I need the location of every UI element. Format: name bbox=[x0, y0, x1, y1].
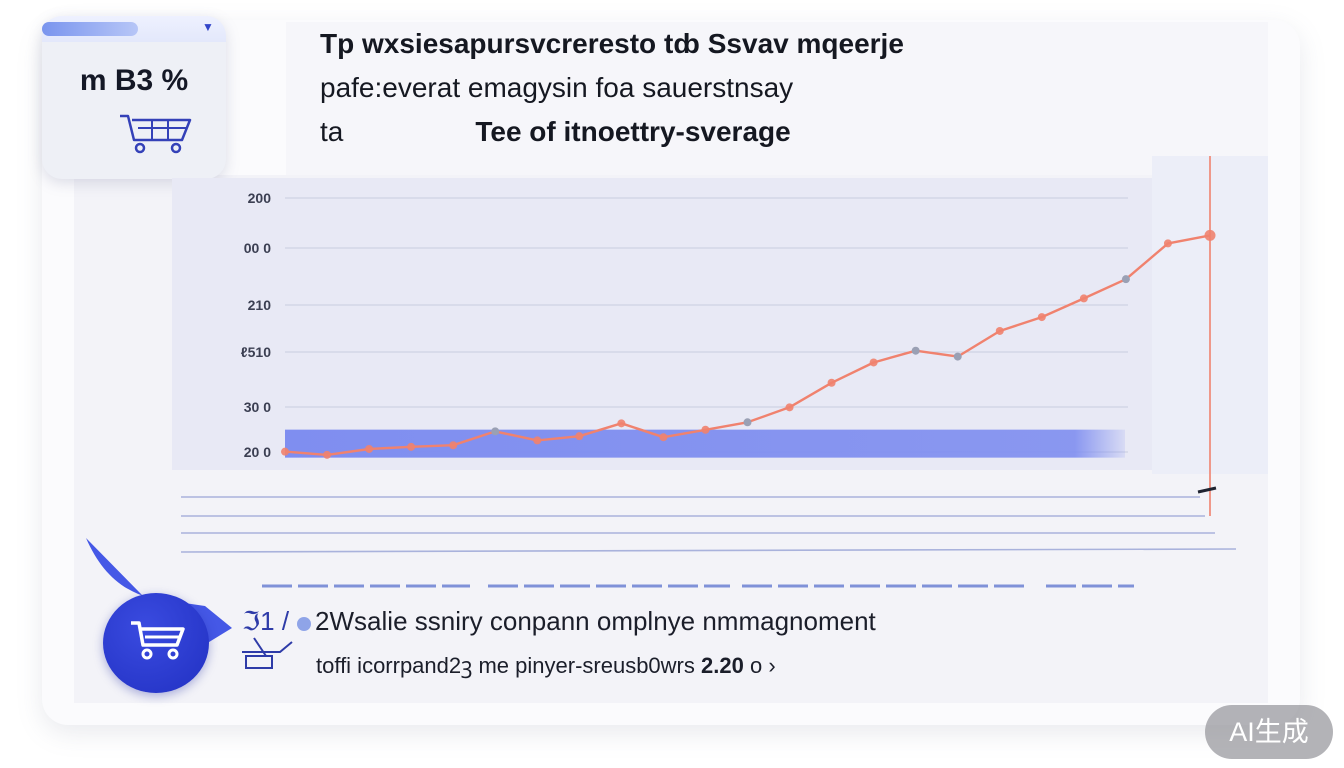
data-point bbox=[1079, 294, 1088, 303]
footer-prefix: ℑ1 / bbox=[242, 606, 290, 636]
y-tick-label: ℓ510 bbox=[241, 344, 271, 360]
data-point bbox=[701, 425, 710, 434]
y-tick-label: 20 0 bbox=[244, 444, 271, 460]
data-point bbox=[407, 442, 416, 451]
footer-headline: ℑ1 / 2Wsalie ssniry conpann omplnye nmmag… bbox=[242, 606, 876, 637]
cursor-marker bbox=[1197, 156, 1217, 516]
info-dot-icon bbox=[297, 617, 312, 631]
data-point bbox=[1121, 275, 1130, 284]
footer-headline-text: Wsalie ssniry conpann omplnye nmmagnomen… bbox=[329, 606, 876, 636]
y-tick-labels: 200 00 0 210 ℓ510 30 0 20 0 bbox=[241, 190, 271, 460]
y-tick-label: 30 0 bbox=[244, 399, 271, 415]
widget-label: m B3 % bbox=[79, 64, 189, 97]
cursor-cap bbox=[1197, 486, 1217, 494]
widget-header-bar: ▼ bbox=[42, 16, 226, 42]
footer-subline-text: toffi icorrpand2ꝫ me pinyer-sreusb0wrs bbox=[316, 653, 695, 678]
data-point bbox=[281, 447, 289, 456]
chart-title: Tp wxsiesapursvcreresto tȸ Ssvav mqeerje… bbox=[320, 22, 1100, 154]
title-line-3-right: Tee of itnoettry-sverage bbox=[475, 116, 791, 147]
title-panel bbox=[286, 22, 1268, 178]
data-point bbox=[575, 432, 584, 441]
y-tick-label: 200 bbox=[248, 190, 272, 206]
data-points bbox=[281, 229, 1216, 459]
widget-progress-pill bbox=[42, 22, 138, 36]
title-line-2: pafe:everat emagysin foa sauerstnsay bbox=[320, 72, 794, 103]
footer-number: 2 bbox=[315, 606, 330, 636]
data-point bbox=[617, 419, 626, 428]
footer-cart-icon bbox=[242, 637, 293, 669]
data-point bbox=[533, 436, 542, 445]
cart-icon bbox=[120, 114, 192, 154]
cart-button[interactable] bbox=[103, 593, 209, 693]
average-band-bar bbox=[285, 429, 1125, 458]
data-point bbox=[827, 378, 836, 387]
ai-generated-badge: AI生成 bbox=[1205, 705, 1333, 759]
title-line-3-left: ta bbox=[320, 116, 344, 147]
data-point bbox=[491, 427, 500, 436]
data-point bbox=[911, 346, 920, 355]
y-tick-label: 210 bbox=[248, 297, 272, 313]
data-point bbox=[785, 403, 794, 412]
chevron-down-icon[interactable]: ▼ bbox=[202, 20, 214, 34]
cart-widget[interactable]: ▼ m B3 % bbox=[42, 16, 226, 179]
plot-area bbox=[172, 178, 1154, 470]
lower-rules bbox=[180, 496, 1237, 588]
average-band bbox=[285, 429, 1125, 458]
footer-value: 2.20 bbox=[701, 653, 744, 678]
title-line-1: Tp wxsiesapursvcreresto tȸ Ssvav mqeerje bbox=[320, 28, 904, 59]
data-point bbox=[365, 444, 374, 453]
rule-line bbox=[180, 548, 1237, 553]
data-point bbox=[323, 450, 332, 459]
data-point bbox=[743, 418, 752, 427]
y-tick-label: 00 0 bbox=[244, 240, 271, 256]
footer-suffix: o › bbox=[749, 653, 776, 678]
plot-background bbox=[172, 156, 1268, 474]
data-point bbox=[1037, 313, 1046, 322]
data-point bbox=[953, 352, 962, 361]
shopping-cart-icon bbox=[131, 621, 185, 660]
data-point bbox=[869, 358, 878, 367]
data-point bbox=[449, 441, 458, 450]
data-point bbox=[659, 433, 668, 442]
title-line-3: ta Tee of itnoettry-sverage bbox=[320, 110, 1100, 154]
footer-subline: toffi icorrpand2ꝫ me pinyer-sreusb0wrs 2… bbox=[316, 650, 776, 680]
data-point bbox=[995, 326, 1004, 335]
data-point bbox=[1163, 239, 1172, 248]
